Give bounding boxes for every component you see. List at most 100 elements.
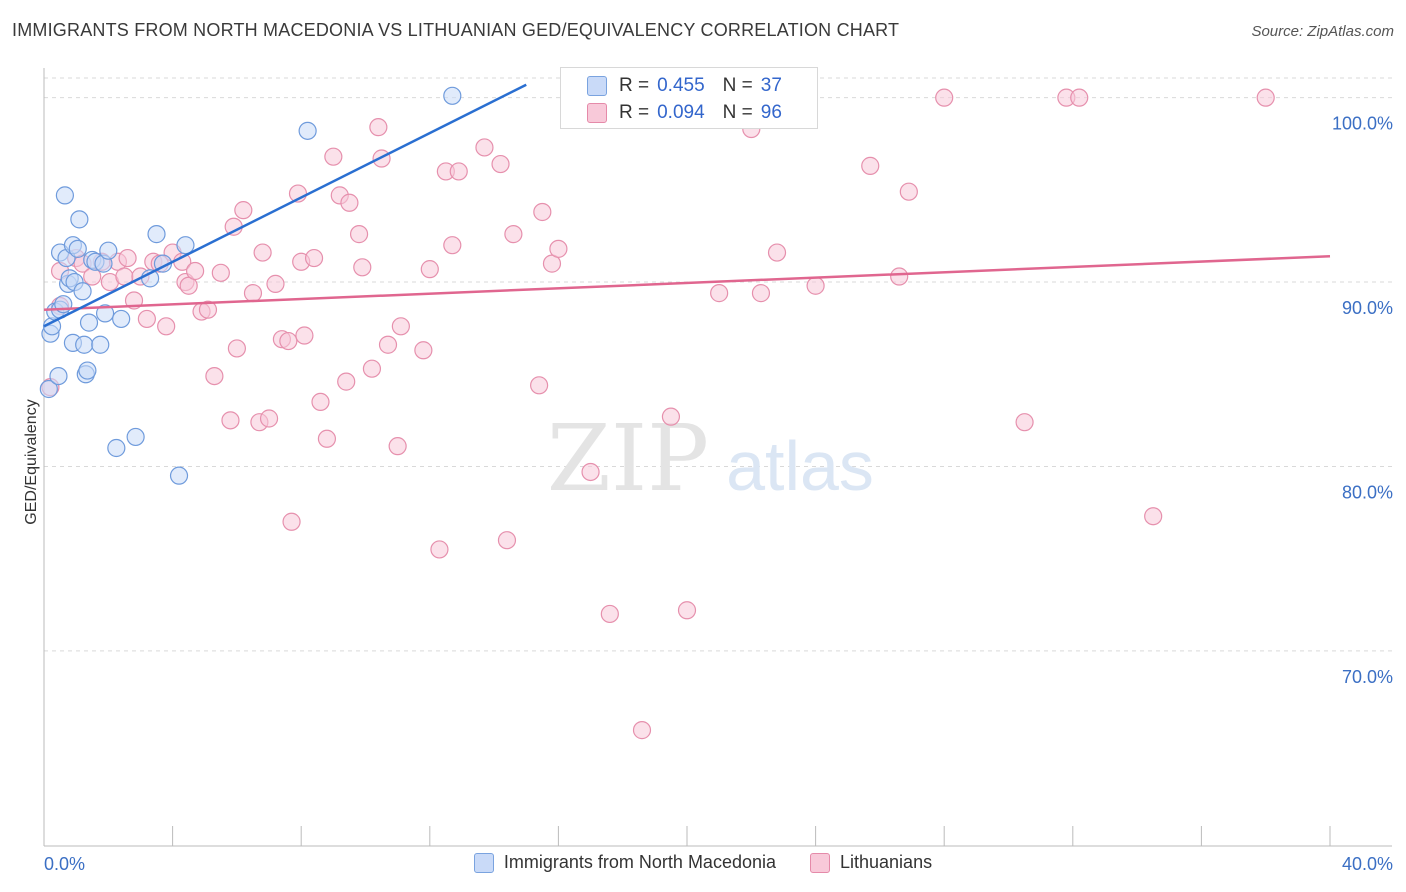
r-label: R = [619,75,650,96]
point-lithuanians [767,243,787,262]
point-lithuanians [497,531,517,550]
point-lithuanians [157,317,176,336]
legend-swatch-pink [810,852,830,873]
n-label: N = [722,102,753,123]
point-lithuanians [234,201,253,220]
x-tick-label-left: 0.0% [44,854,85,874]
trendline-macedonia [43,83,527,328]
y-tick-label: 90.0% [1342,298,1393,318]
series-legend: Immigrants from North Macedonia Lithuani… [0,852,1406,873]
n-label: N = [722,75,753,96]
point-macedonia [55,186,74,205]
r-value-blue: 0.455 [657,75,705,96]
point-lithuanians [890,267,909,286]
point-lithuanians [353,258,372,277]
point-macedonia [70,210,89,229]
point-lithuanians [806,276,825,295]
point-lithuanians [533,202,552,222]
point-lithuanians [443,236,462,255]
point-lithuanians [710,284,729,303]
pink-swatch [587,103,607,123]
point-lithuanians [311,392,330,412]
trendline-lithuanians [43,254,1331,311]
point-lithuanians [266,274,285,293]
point-lithuanians [1070,88,1089,107]
watermark: ZIP atlas [547,405,874,512]
point-macedonia [176,236,195,255]
point-lithuanians [378,335,398,354]
point-macedonia [95,304,115,323]
watermark-zip: ZIP [547,405,709,512]
point-lithuanians [414,341,433,360]
point-lithuanians [1015,413,1034,432]
point-lithuanians [491,154,510,174]
y-tick-label: 100.0% [1332,114,1393,134]
point-lithuanians [279,331,298,351]
point-lithuanians [475,138,494,157]
point-lithuanians [751,284,771,303]
axis-layer: 70.0% 80.0% 90.0% 100.0% [43,68,1393,847]
stats-row-pink: R = 0.094 N = 96 [587,100,782,126]
point-lithuanians [253,243,272,262]
point-lithuanians [600,604,619,624]
point-macedonia [49,366,68,386]
point-lithuanians [504,225,523,244]
point-lithuanians [388,437,407,456]
legend-swatch-blue [473,852,494,873]
point-lithuanians [282,512,301,531]
y-axis-label: GED/Equivalency [23,399,40,524]
point-lithuanians [549,239,568,258]
point-lithuanians [304,248,324,268]
point-lithuanians [337,372,356,391]
point-lithuanians [449,162,468,181]
point-macedonia [73,282,92,301]
legend-label-lithuanians: Lithuanians [840,852,933,872]
point-macedonia [107,438,126,458]
point-lithuanians [243,284,263,303]
stats-row-blue: R = 0.455 N = 37 [587,73,782,99]
point-macedonia [79,313,99,332]
y-tick-label: 70.0% [1342,667,1393,687]
point-macedonia [298,121,317,140]
point-lithuanians [420,260,439,279]
point-lithuanians [186,261,205,281]
source-label: Source: ZipAtlas.com [1251,23,1394,40]
chart-title: IMMIGRANTS FROM NORTH MACEDONIA VS LITHU… [12,20,900,40]
legend-item-lithuanians[interactable]: Lithuanians [810,852,932,873]
point-lithuanians [530,376,549,395]
point-lithuanians [324,147,343,166]
legend-label-macedonia: Immigrants from North Macedonia [503,852,776,872]
point-lithuanians [677,601,697,620]
point-lithuanians [340,193,359,212]
point-macedonia [78,361,97,380]
point-macedonia [91,335,110,354]
point-lithuanians [632,721,652,740]
grid-layer [44,77,1392,652]
point-lithuanians [581,462,600,482]
point-lithuanians [349,225,369,244]
point-lithuanians [661,407,681,426]
point-macedonia [147,225,166,244]
point-lithuanians [211,263,230,282]
point-lithuanians [205,366,224,386]
point-lithuanians [118,248,137,268]
point-macedonia [112,309,131,329]
point-macedonia [126,427,145,447]
stats-legend: R = 0.455 N = 37 R = 0.094 N = 96 [560,67,818,129]
point-macedonia [443,86,462,105]
point-macedonia [99,241,118,260]
legend-item-macedonia[interactable]: Immigrants from North Macedonia [473,852,776,873]
x-tick-label-right: 40.0% [1342,854,1393,874]
point-lithuanians [1256,88,1275,107]
point-lithuanians [899,182,918,201]
point-macedonia [75,335,94,354]
point-macedonia [68,239,87,258]
point-lithuanians [430,540,449,559]
point-lithuanians [137,309,156,329]
n-value-blue: 37 [760,75,782,96]
trend-layer [43,83,1331,328]
point-macedonia [39,379,58,399]
watermark-atlas: atlas [726,427,874,505]
point-lithuanians [861,156,880,175]
